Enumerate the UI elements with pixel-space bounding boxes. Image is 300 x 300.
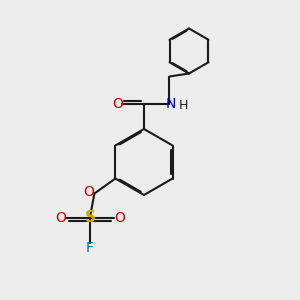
Text: O: O bbox=[55, 211, 66, 224]
Text: F: F bbox=[86, 241, 94, 254]
Text: H: H bbox=[178, 98, 188, 112]
Text: O: O bbox=[112, 97, 123, 110]
Text: N: N bbox=[166, 97, 176, 110]
Text: S: S bbox=[84, 210, 95, 225]
Text: O: O bbox=[84, 185, 94, 199]
Text: O: O bbox=[114, 211, 125, 224]
